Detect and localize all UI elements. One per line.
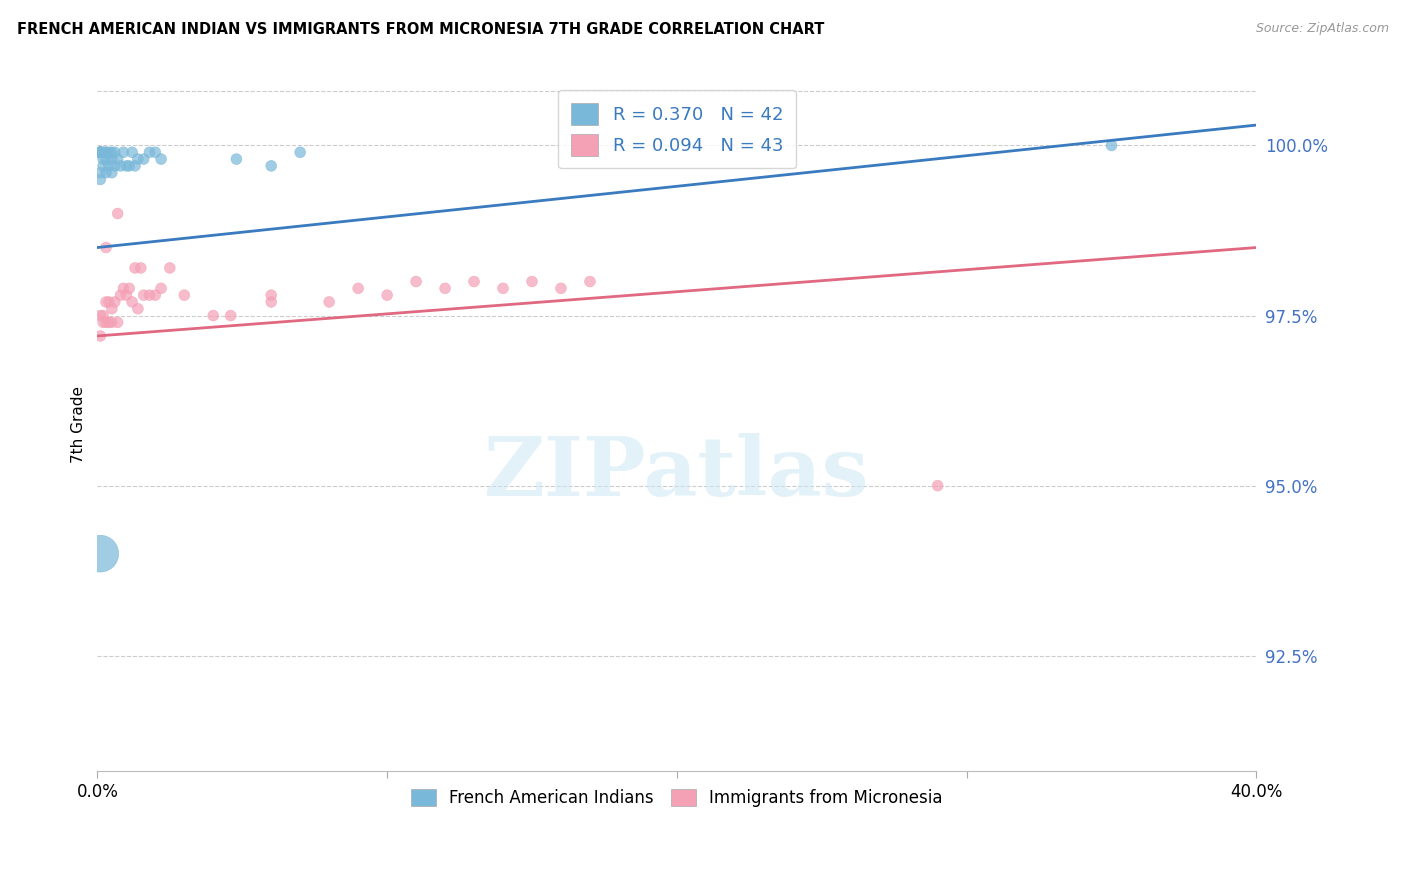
Point [1101, 138, 1123, 153]
Point [129, 260, 152, 275]
Point [101, 166, 124, 180]
Point [97, 315, 120, 329]
Point [101, 301, 124, 316]
Text: Source: ZipAtlas.com: Source: ZipAtlas.com [1256, 22, 1389, 36]
Point [260, 288, 283, 302]
Point [260, 295, 283, 310]
Point [579, 275, 602, 289]
Point [434, 281, 457, 295]
Point [520, 275, 543, 289]
Point [89, 329, 111, 343]
Point [97, 145, 120, 160]
Point [260, 159, 283, 173]
Point [89, 145, 111, 160]
Point [94, 295, 117, 310]
Point [94, 145, 117, 160]
Point [91, 145, 114, 160]
Point [89, 145, 111, 160]
Point [97, 295, 120, 310]
Point [101, 152, 124, 166]
Point [97, 159, 120, 173]
Point [121, 145, 143, 160]
Text: FRENCH AMERICAN INDIAN VS IMMIGRANTS FROM MICRONESIA 7TH GRADE CORRELATION CHART: FRENCH AMERICAN INDIAN VS IMMIGRANTS FRO… [17, 22, 824, 37]
Point [173, 288, 195, 302]
Point [89, 145, 111, 160]
Text: ZIPatlas: ZIPatlas [484, 433, 870, 513]
Point [91, 315, 114, 329]
Point [89, 145, 111, 160]
Point [143, 288, 166, 302]
Point [150, 152, 173, 166]
Point [89, 145, 111, 160]
Point [94, 240, 117, 254]
Point [101, 315, 124, 329]
Point [94, 152, 117, 166]
Point [124, 260, 146, 275]
Point [121, 295, 143, 310]
Point [124, 159, 146, 173]
Point [89, 166, 111, 180]
Point [115, 288, 138, 302]
Point [89, 547, 111, 561]
Point [159, 260, 181, 275]
Point [110, 288, 132, 302]
Point [138, 288, 160, 302]
Point [91, 309, 114, 323]
Point [91, 145, 114, 160]
Point [91, 159, 114, 173]
Point [118, 281, 141, 295]
Point [127, 152, 149, 166]
Point [318, 295, 340, 310]
Point [104, 145, 127, 160]
Point [347, 281, 370, 295]
Point [107, 152, 129, 166]
Point [104, 159, 127, 173]
Point [107, 206, 129, 220]
Point [91, 152, 114, 166]
Point [290, 145, 312, 160]
Point [104, 295, 127, 310]
Point [89, 309, 111, 323]
Point [143, 145, 166, 160]
Point [225, 152, 247, 166]
Point [110, 159, 132, 173]
Point [112, 281, 135, 295]
Legend: French American Indians, Immigrants from Micronesia: French American Indians, Immigrants from… [402, 780, 950, 815]
Point [89, 145, 111, 160]
Point [107, 315, 129, 329]
Point [927, 478, 949, 492]
Point [94, 145, 117, 160]
Point [115, 159, 138, 173]
Point [89, 145, 111, 160]
Point [132, 288, 155, 302]
Point [101, 145, 124, 160]
Point [138, 145, 160, 160]
Point [150, 281, 173, 295]
Point [405, 275, 427, 289]
Point [219, 309, 242, 323]
Point [492, 281, 515, 295]
Point [94, 166, 117, 180]
Point [89, 145, 111, 160]
Point [112, 145, 135, 160]
Point [94, 315, 117, 329]
Point [132, 152, 155, 166]
Point [375, 288, 398, 302]
Y-axis label: 7th Grade: 7th Grade [72, 386, 86, 463]
Point [118, 159, 141, 173]
Point [202, 309, 225, 323]
Point [127, 301, 149, 316]
Point [89, 172, 111, 186]
Point [550, 281, 572, 295]
Point [463, 275, 485, 289]
